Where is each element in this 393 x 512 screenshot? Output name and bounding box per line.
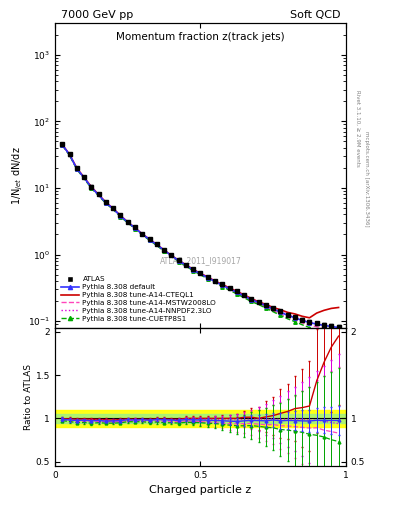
X-axis label: Charged particle z: Charged particle z (149, 485, 252, 495)
Text: Soft QCD: Soft QCD (290, 10, 340, 20)
Y-axis label: 1/N$_{jet}$ dN/dz: 1/N$_{jet}$ dN/dz (11, 146, 25, 205)
Text: ATLAS_2011_I919017: ATLAS_2011_I919017 (160, 256, 241, 265)
Text: Momentum fraction z(track jets): Momentum fraction z(track jets) (116, 32, 285, 42)
Legend: ATLAS, Pythia 8.308 default, Pythia 8.308 tune-A14-CTEQL1, Pythia 8.308 tune-A14: ATLAS, Pythia 8.308 default, Pythia 8.30… (59, 274, 219, 324)
Text: mcplots.cern.ch [arXiv:1306.3436]: mcplots.cern.ch [arXiv:1306.3436] (364, 132, 369, 227)
Text: Rivet 3.1.10, ≥ 2.9M events: Rivet 3.1.10, ≥ 2.9M events (356, 90, 361, 166)
Y-axis label: Ratio to ATLAS: Ratio to ATLAS (24, 364, 33, 430)
Text: 7000 GeV pp: 7000 GeV pp (61, 10, 133, 20)
